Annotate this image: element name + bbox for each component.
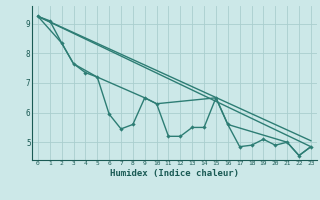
X-axis label: Humidex (Indice chaleur): Humidex (Indice chaleur) (110, 169, 239, 178)
